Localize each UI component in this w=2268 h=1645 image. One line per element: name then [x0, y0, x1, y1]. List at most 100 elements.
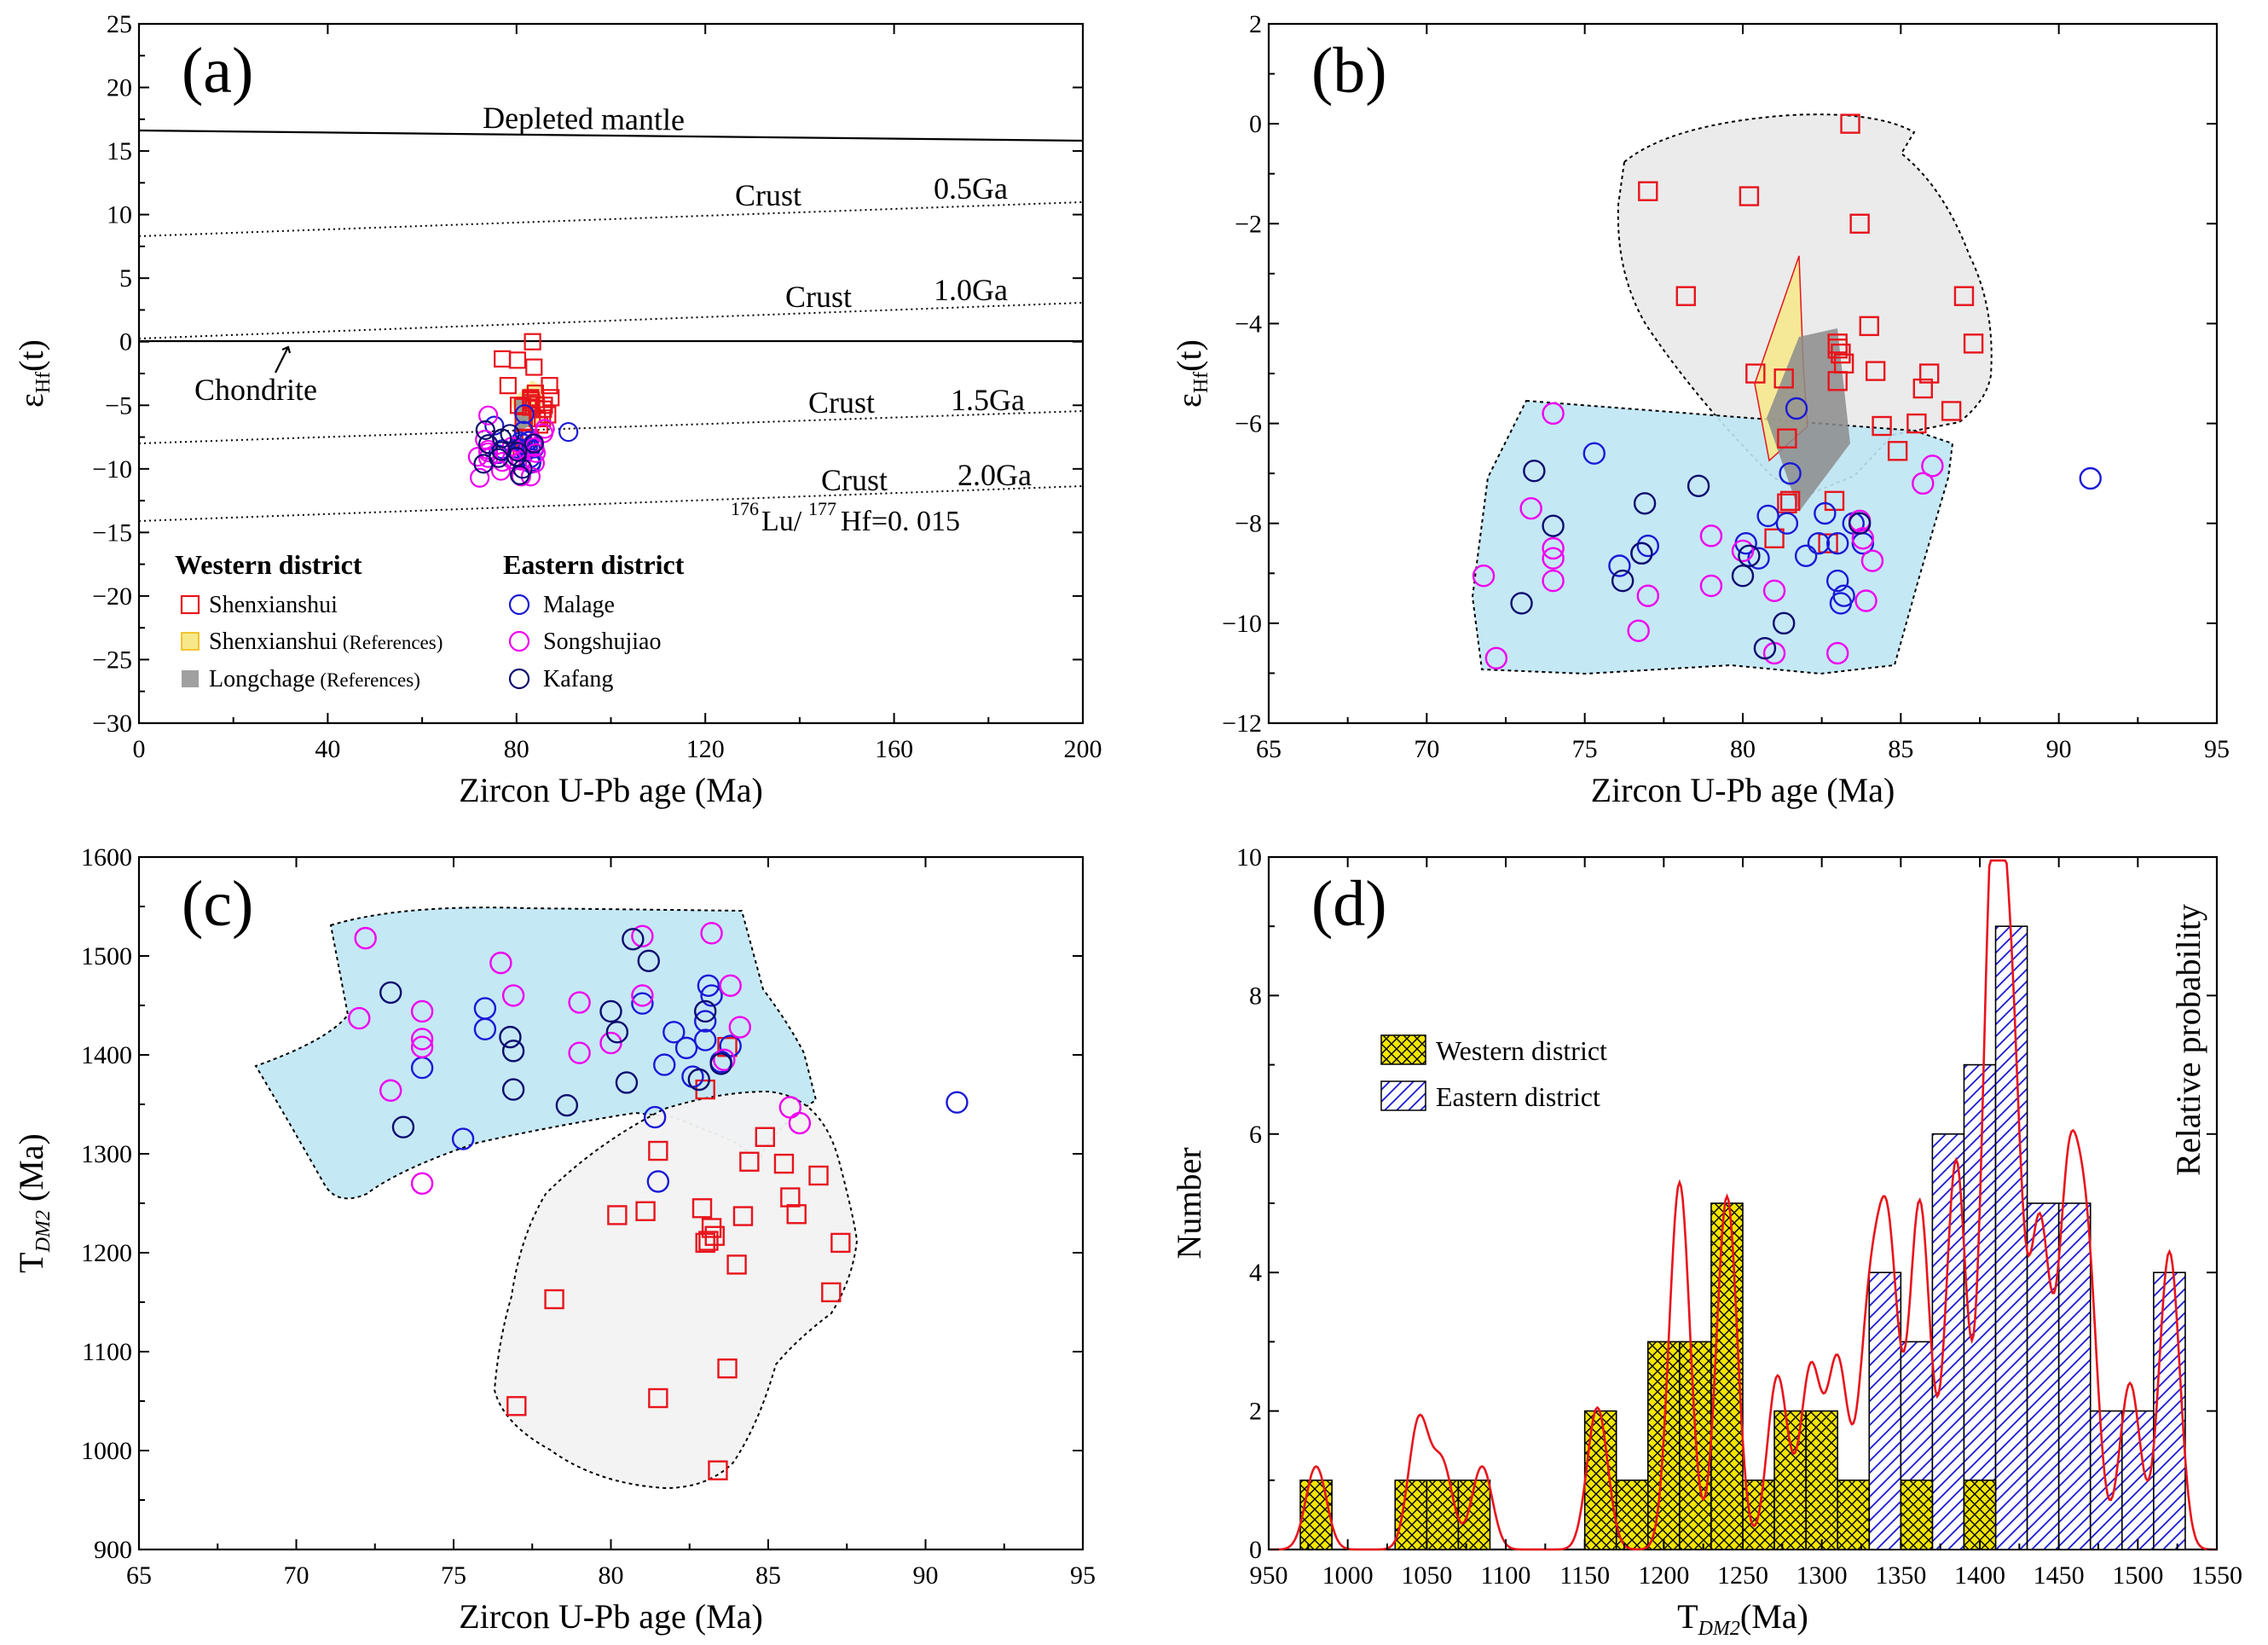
eastern-bar-0	[1868, 1271, 1902, 1550]
western-bar-7	[1679, 1341, 1712, 1550]
ytick-label-d-3: 6	[1249, 1121, 1262, 1149]
x-axis-label-d: TDM2(Ma)	[1677, 1597, 1808, 1640]
shenxianshui-point-10	[704, 1225, 725, 1246]
panel-d-legend: Western district Eastern district	[1380, 1034, 1607, 1112]
kafang-point-2	[499, 1025, 522, 1049]
malage-point-14	[700, 984, 723, 1007]
legend-shenxianshui-refs-marker	[181, 632, 200, 651]
ytick-label-a-9: 15	[107, 137, 132, 165]
panel-a-annotations: Depleted mantle Crust 0.5Ga Crust 1.0Ga …	[194, 101, 1032, 537]
a-kafang-point-11	[524, 433, 544, 454]
kafang-point-8	[615, 1071, 639, 1094]
ytick-label-c-1: 1000	[81, 1437, 132, 1465]
ytick-label-a-11: 25	[107, 10, 132, 38]
kafang-point-7	[605, 1021, 629, 1044]
panel-label-a: (a)	[182, 35, 253, 107]
legend-shenxianshui-refs: Shenxianshui (References)	[209, 628, 443, 655]
shenxianshui-point-19	[786, 1204, 807, 1225]
malage-point-0	[1582, 442, 1606, 465]
x-axis-label-main-d: T	[1677, 1597, 1698, 1636]
ytick-label-c-3: 1200	[81, 1239, 132, 1267]
songshujiao-point-7	[489, 951, 512, 975]
malage-point-14	[1825, 569, 1849, 593]
ytick-label-b-6: 0	[1249, 110, 1262, 138]
xtick-label-c-4: 85	[755, 1561, 781, 1590]
kafang-point-7	[1731, 565, 1755, 588]
crust-label-10: Crust	[785, 280, 852, 314]
songshujiao-point-8	[1636, 584, 1660, 607]
western-bar-2	[1426, 1480, 1460, 1550]
a-songshujiao-point-17	[524, 453, 545, 473]
songshujiao-point-1	[1484, 646, 1508, 670]
eastern-bar-4	[1994, 925, 2028, 1550]
a-songshujiao-point-20	[535, 419, 555, 439]
age-label-20: 2.0Ga	[958, 458, 1032, 492]
xtick-label-d-6: 1250	[1717, 1561, 1768, 1590]
legend-eastern-hist-marker	[1380, 1080, 1426, 1111]
x-axis-label-b: Zircon U-Pb age (Ma)	[1591, 771, 1895, 809]
legend-western-hist-marker	[1380, 1034, 1426, 1065]
eastern-bar-9	[2153, 1271, 2186, 1550]
panel-label-b: (b)	[1311, 35, 1387, 107]
songshujiao-point-10	[568, 1041, 591, 1064]
malage-point-16	[1832, 584, 1855, 607]
malage-point-13	[697, 974, 720, 998]
xtick-label-a-2: 80	[504, 735, 529, 763]
songshujiao-point-5	[1542, 547, 1565, 570]
ytick-label-b-5: −2	[1235, 210, 1262, 238]
songshujiao-point-11	[1731, 539, 1755, 563]
depleted-mantle-label: Depleted mantle	[483, 101, 685, 136]
shenxianshui-point-21	[821, 1282, 842, 1303]
kafang-point-6	[1687, 474, 1710, 497]
y-axis-label-b: εHf(t)	[1170, 339, 1212, 408]
legend-eastern-title: Eastern district	[503, 549, 685, 580]
malage-point-7	[1775, 512, 1799, 535]
songshujiao-point-3	[410, 999, 434, 1023]
ytick-label-b-7: 2	[1249, 10, 1262, 38]
xtick-label-d-2: 1050	[1401, 1561, 1452, 1590]
a-shenxianshui-point-25	[539, 406, 557, 424]
songshujiao-point-2	[1519, 496, 1542, 520]
ytick-label-a-7: 5	[119, 264, 132, 293]
a-songshujiao-point-13	[511, 466, 531, 487]
western-bar-0	[1299, 1480, 1333, 1550]
a-shenxianshui-point-26	[541, 377, 558, 395]
xtick-label-a-0: 0	[133, 735, 146, 763]
xtick-label-b-1: 70	[1414, 735, 1439, 763]
malage-point-10	[1794, 544, 1818, 567]
y-axis-label-c: TDM2 (Ma)	[12, 1133, 55, 1273]
songshujiao-point-1	[354, 926, 377, 950]
panel-label-d: (d)	[1311, 868, 1387, 940]
kafang-point-11	[1848, 512, 1872, 535]
xtick-label-d-4: 1150	[1559, 1561, 1610, 1590]
ytick-label-d-0: 0	[1249, 1536, 1262, 1564]
kafang-point-5	[555, 1093, 579, 1117]
kafang-point-6	[599, 999, 622, 1023]
western-field-c	[493, 1090, 859, 1490]
eastern-field-c	[254, 906, 818, 1200]
songshujiao-point-0	[1472, 565, 1496, 588]
kafang-point-4	[501, 1078, 525, 1101]
malage-point-11	[1807, 531, 1831, 555]
kafang-point-2	[1542, 514, 1565, 537]
malage-point-8	[1779, 461, 1802, 485]
malage-point-3	[473, 1017, 497, 1041]
xtick-label-c-5: 90	[913, 1561, 939, 1590]
xtick-label-b-2: 75	[1572, 735, 1598, 763]
y-axis-label-main-c: T	[12, 1252, 50, 1272]
shenxianshui-point-14	[732, 1206, 754, 1226]
malage-point-1	[1608, 554, 1631, 577]
shenxianshui-point-8	[698, 1231, 719, 1251]
kafang-point-0	[1510, 592, 1533, 615]
y2-axis-label-d: Relative probability	[2169, 904, 2207, 1176]
ytick-label-a-8: 10	[107, 201, 132, 229]
crust-label-15: Crust	[808, 385, 875, 420]
ytick-label-a-10: 20	[107, 74, 132, 102]
xtick-label-d-9: 1400	[1954, 1561, 2005, 1590]
kafang-point-9	[1753, 636, 1777, 660]
shenxianshui-point-5	[1773, 368, 1794, 389]
legend-longchage-marker	[182, 670, 199, 687]
shenxianshui-point-23	[1912, 378, 1933, 399]
songshujiao-point-16	[1851, 527, 1875, 550]
songshujiao-point-5	[410, 1028, 434, 1051]
